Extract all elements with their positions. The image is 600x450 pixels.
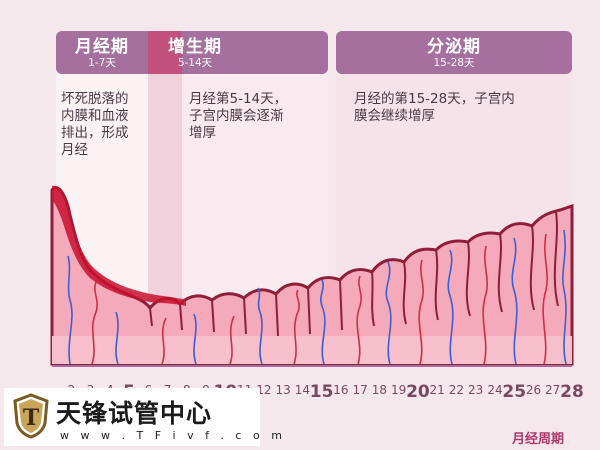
gland-fold (497, 233, 503, 313)
desc-line: 月经的第15-28天，子宫内 (354, 91, 515, 107)
desc-line: 排出，形成 (61, 125, 129, 141)
axis-tick-label: 21 (430, 383, 445, 397)
vessel-red (161, 317, 167, 365)
axis-tick-label: 16 (333, 383, 348, 397)
axis-tick-label: 23 (468, 383, 483, 397)
phase-menstrual-days: 1-7天 (88, 57, 116, 69)
phase-menstrual-name: 月经期 (75, 37, 129, 57)
desc-line: 增厚 (189, 125, 216, 141)
phase-proliferative-name: 增生期 (168, 37, 222, 57)
watermark-logo: T 天锋试管中心 w w w . T F i v f . c o m (4, 388, 282, 446)
phase-secretory-name: 分泌期 (427, 37, 481, 57)
phase-menstrual-description: 坏死脱落的 内膜和血液 排出，形成 月经 (61, 91, 129, 159)
vessel-red (229, 315, 235, 365)
axis-tick-label: 26 (526, 383, 541, 397)
axis-tick-label: 18 (372, 383, 387, 397)
phase-secretory-days: 15-28天 (433, 57, 475, 69)
axis-tick-label: 17 (352, 383, 367, 397)
phase-overlap-header (148, 31, 182, 74)
desc-line: 坏死脱落的 (61, 91, 129, 107)
axis-tick-label: 25 (502, 382, 526, 402)
basal-layer (52, 336, 572, 364)
watermark-title: 天锋试管中心 (56, 399, 213, 428)
axis-tick-label: 12 (256, 383, 271, 397)
desc-line: 子宫内膜会逐渐 (189, 108, 284, 124)
axis-tick-label: 27 (545, 383, 560, 397)
desc-line: 月经 (61, 142, 88, 158)
watermark-url: w w w . T F i v f . c o m (60, 429, 286, 442)
gland-fold (275, 293, 279, 337)
gland-fold (465, 241, 471, 317)
axis-tick-label: 13 (275, 383, 290, 397)
axis-label: 月经周期 (512, 432, 565, 447)
vessel-blue (562, 229, 567, 365)
phase-secretory-header: 分泌期 15-28天 (336, 31, 572, 74)
vessel-red (418, 259, 424, 365)
gland-fold (179, 303, 183, 331)
gland-fold (402, 261, 407, 325)
axis-tick-label: 20 (406, 382, 430, 402)
gland-fold (243, 297, 247, 335)
shield-logo-icon: T (13, 393, 49, 439)
vessel-blue (320, 279, 326, 365)
gland-fold (371, 271, 375, 327)
vessel-blue (447, 249, 454, 365)
vessel-red (293, 289, 300, 365)
axis-tick-label: 15 (310, 382, 334, 402)
axis-tick-label: 24 (487, 383, 502, 397)
gland-fold (529, 225, 535, 311)
vessel-blue (511, 237, 518, 365)
desc-line: 月经第5-14天， (189, 91, 288, 107)
vessel-blue (67, 255, 73, 365)
axis-tick-label: 28 (560, 382, 584, 402)
vessel-blue (385, 261, 392, 365)
phase-proliferative-days: 5-14天 (177, 57, 213, 69)
vessel-blue (115, 311, 119, 365)
gland-fold (434, 249, 439, 321)
phase-proliferative-header: 增生期 5-14天 (168, 31, 328, 74)
vessel-red (542, 233, 548, 365)
phase-secretory-description: 月经的第15-28天，子宫内 膜会继续增厚 (354, 91, 515, 125)
gland-fold (211, 299, 215, 333)
gland-fold (307, 287, 311, 335)
gland-fold (339, 279, 343, 331)
desc-line: 膜会继续增厚 (354, 108, 435, 124)
vessel-red (482, 245, 488, 365)
axis-tick-label: 14 (295, 383, 310, 397)
vessel-blue (193, 313, 197, 365)
shield-letter: T (23, 405, 40, 431)
desc-line: 内膜和血液 (61, 108, 129, 124)
vessel-red (91, 281, 98, 365)
vessel-blue (257, 287, 263, 365)
gland-fold (149, 307, 153, 327)
axis-tick-label: 19 (391, 383, 406, 397)
axis-tick-label: 22 (449, 383, 464, 397)
menstrual-blood-layer (52, 185, 186, 306)
gland-fold (553, 211, 559, 307)
phase-proliferative-description: 月经第5-14天， 子宫内膜会逐渐 增厚 (189, 91, 287, 142)
phase-menstrual-header: 月经期 1-7天 (56, 31, 148, 74)
vessel-red (356, 275, 362, 365)
